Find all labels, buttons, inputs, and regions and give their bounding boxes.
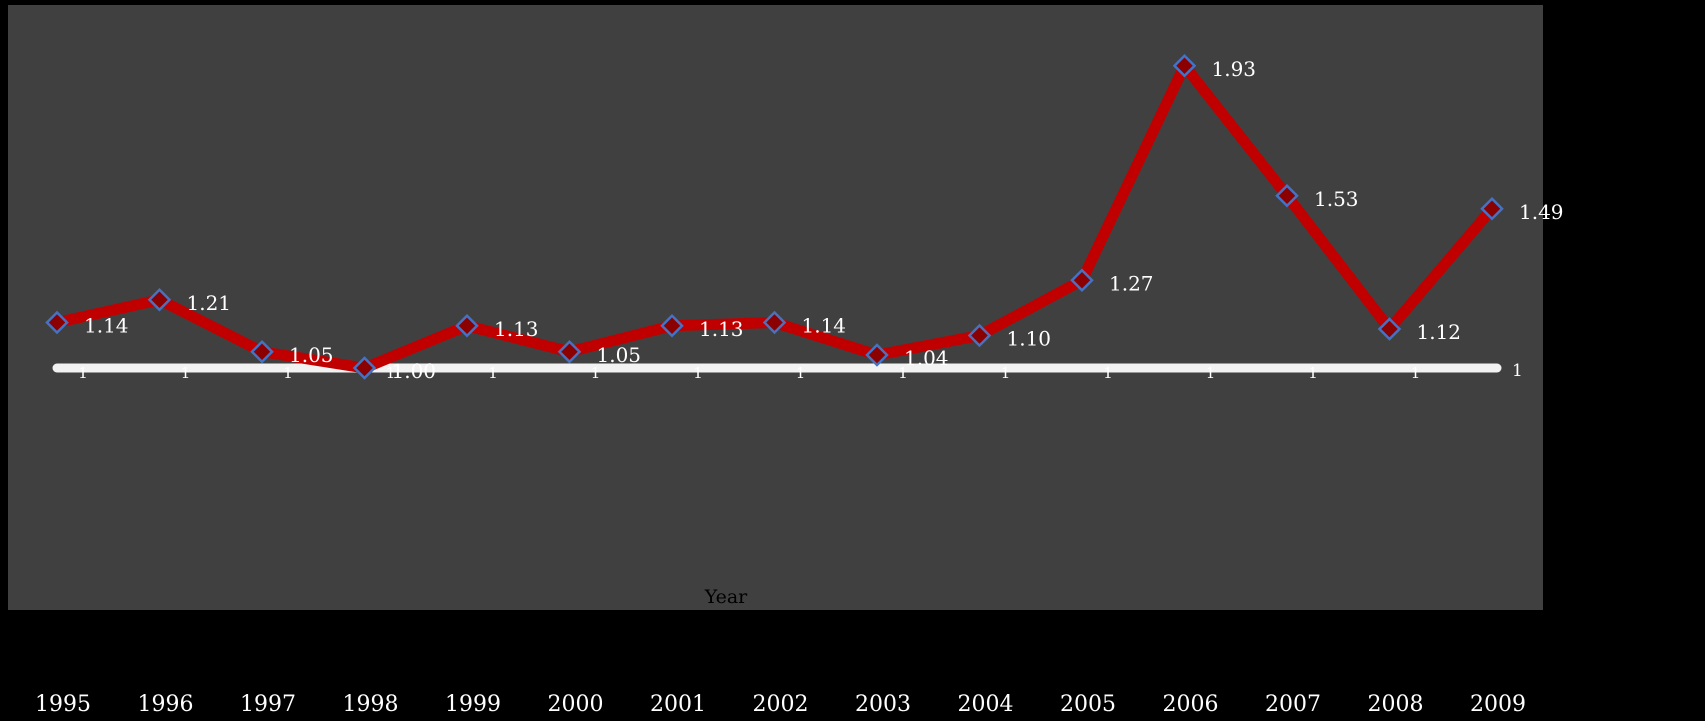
data-label: 1.27 — [1109, 271, 1154, 295]
data-label: 1.93 — [1212, 57, 1257, 81]
data-point-marker — [557, 339, 582, 364]
baseline-point-label: 1 — [1206, 364, 1216, 382]
data-label: 1.49 — [1519, 200, 1564, 224]
baseline-point-label: 1 — [693, 364, 703, 382]
data-label: 1.12 — [1417, 320, 1462, 344]
data-point-marker — [1070, 268, 1094, 293]
x-tick-label: 2009 — [1470, 692, 1526, 717]
data-point-marker — [45, 310, 69, 335]
data-point-marker — [250, 339, 274, 364]
x-tick-label: 1999 — [445, 692, 501, 717]
x-tick-label: 1997 — [240, 692, 296, 717]
data-point-marker — [147, 287, 172, 312]
baseline-point-label: 1 — [181, 364, 191, 382]
data-label: 1.14 — [84, 314, 129, 338]
data-label: 1.21 — [187, 291, 232, 315]
x-tick-label: 1996 — [138, 692, 194, 717]
data-point-marker — [967, 323, 992, 348]
baseline-point-label: 1 — [488, 364, 498, 382]
data-label: 1.53 — [1314, 187, 1359, 211]
data-point-marker — [660, 313, 684, 338]
data-label: 1.00 — [392, 359, 437, 383]
data-label: 1.14 — [802, 314, 847, 338]
data-point-marker — [352, 356, 377, 380]
data-label: 1.13 — [494, 317, 539, 341]
data-point-marker — [1275, 183, 1299, 208]
data-label: 1.05 — [597, 343, 642, 367]
data-point-marker — [1172, 53, 1197, 78]
data-point-marker — [1377, 317, 1402, 341]
baseline-point-label: 1 — [1411, 364, 1421, 382]
data-label: 1.10 — [1007, 327, 1052, 351]
x-tick-label: 1998 — [343, 692, 399, 717]
x-tick-label: 1995 — [35, 692, 91, 717]
x-tick-label: 2006 — [1163, 692, 1219, 717]
baseline-point-label: 1 — [898, 364, 908, 382]
x-tick-label: 2001 — [650, 692, 706, 717]
data-label: 1.13 — [699, 317, 744, 341]
data-point-marker — [455, 313, 479, 338]
x-tick-label: 2004 — [958, 692, 1014, 717]
x-tick-label: 2008 — [1368, 692, 1424, 717]
baseline-point-label: 1 — [1308, 364, 1318, 382]
baseline-point-label: 1 — [1001, 364, 1011, 382]
baseline-point-label: 1 — [283, 364, 293, 382]
x-tick-label: 2005 — [1060, 692, 1116, 717]
plot-area — [8, 5, 1543, 610]
baseline-point-label: 1 — [386, 364, 396, 382]
data-point-marker — [762, 310, 787, 335]
x-tick-label: 2002 — [753, 692, 809, 717]
x-tick-label: 2003 — [855, 692, 911, 717]
baseline-point-label: 1 — [796, 364, 806, 382]
x-tick-label: 2007 — [1265, 692, 1321, 717]
baseline-point-label: 1 — [1103, 364, 1113, 382]
data-label: 1.05 — [289, 343, 334, 367]
baseline-end-label: 1 — [1512, 361, 1523, 381]
data-point-marker — [865, 343, 889, 367]
baseline-point-label: 1 — [591, 364, 601, 382]
data-point-marker — [1480, 196, 1504, 221]
x-tick-label: 2000 — [548, 692, 604, 717]
x-axis-title: Year — [704, 586, 748, 608]
data-label: 1.04 — [904, 346, 949, 370]
baseline-point-label: 1 — [78, 364, 88, 382]
